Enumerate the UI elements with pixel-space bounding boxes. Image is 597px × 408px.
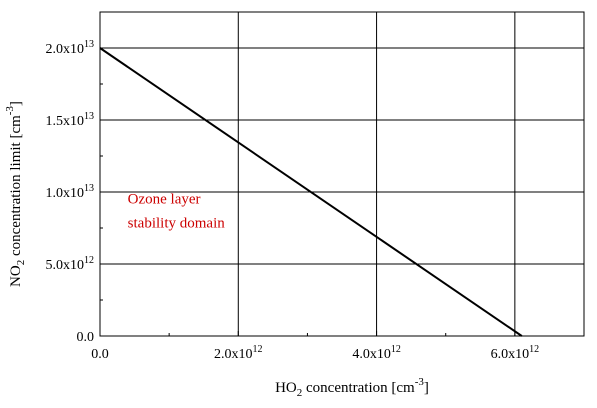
plot-area-frame <box>99 11 585 337</box>
axis-ticks <box>99 47 516 337</box>
y-tick-label: 1.0x1013 <box>46 183 95 201</box>
y-axis-title: NO2 concentration limit [cm-3] <box>4 101 27 287</box>
y-tick-label: 1.5x1013 <box>46 111 95 129</box>
y-tick-label: 0.0 <box>77 330 95 345</box>
x-tick-label: 4.0x1012 <box>352 344 401 362</box>
x-axis-title: HO2 concentration [cm-3] <box>275 376 429 399</box>
x-tick-label: 0.0 <box>91 347 109 362</box>
y-tick-label: 2.0x1013 <box>46 39 95 57</box>
series-layer <box>99 47 523 337</box>
x-tick-label: 6.0x1012 <box>491 344 540 362</box>
series-line <box>99 47 523 337</box>
annotation-line-1: Ozone layer <box>128 192 201 208</box>
x-tick-label: 2.0x1012 <box>214 344 262 362</box>
annotation-line-2: stability domain <box>128 216 226 232</box>
grid-lines <box>99 12 584 337</box>
y-tick-label: 5.0x1012 <box>46 255 95 273</box>
tick-labels: 0.0 2.0x1012 4.0x1012 6.0x1012 0.0 5.0x1012 1.… <box>46 39 540 362</box>
stability-domain-annotation: Ozone layer stability domain <box>128 192 226 232</box>
